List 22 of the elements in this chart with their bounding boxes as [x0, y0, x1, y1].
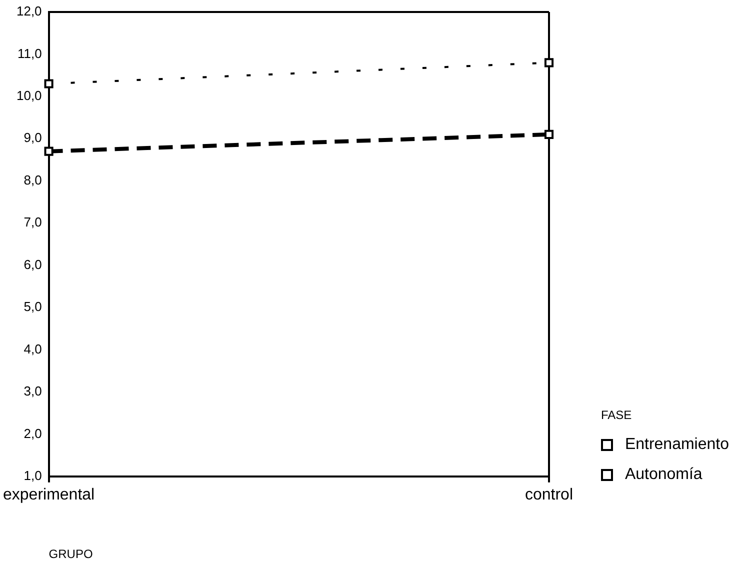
legend-title: FASE — [600, 408, 633, 422]
x-tick-label: experimental — [2, 486, 95, 504]
y-tick-label: 10,0 — [16, 88, 42, 104]
point — [544, 58, 554, 68]
y-tick-label: 1,0 — [24, 468, 42, 483]
point — [44, 146, 54, 156]
y-tick-label: 4,0 — [24, 341, 42, 356]
point — [544, 130, 554, 139]
x-tick-label: control — [524, 486, 574, 504]
y-tick-label: 7,0 — [24, 214, 42, 230]
y-tick-label: 2,0 — [24, 426, 42, 441]
x-axis-title: GRUPO — [48, 547, 93, 562]
point — [44, 79, 54, 88]
legend-label: Autonomía — [624, 466, 702, 484]
legend-label: Entrenamiento — [624, 436, 729, 454]
y-tick-label: 9,0 — [24, 130, 42, 146]
y-tick-label: 5,0 — [24, 299, 42, 314]
y-tick-label: 3,0 — [24, 384, 42, 399]
y-tick-label: 12,0 — [16, 4, 42, 19]
y-tick-label: 11,0 — [17, 46, 42, 61]
y-tick-label: 8,0 — [24, 172, 42, 188]
y-tick-label: 6,0 — [24, 256, 42, 272]
